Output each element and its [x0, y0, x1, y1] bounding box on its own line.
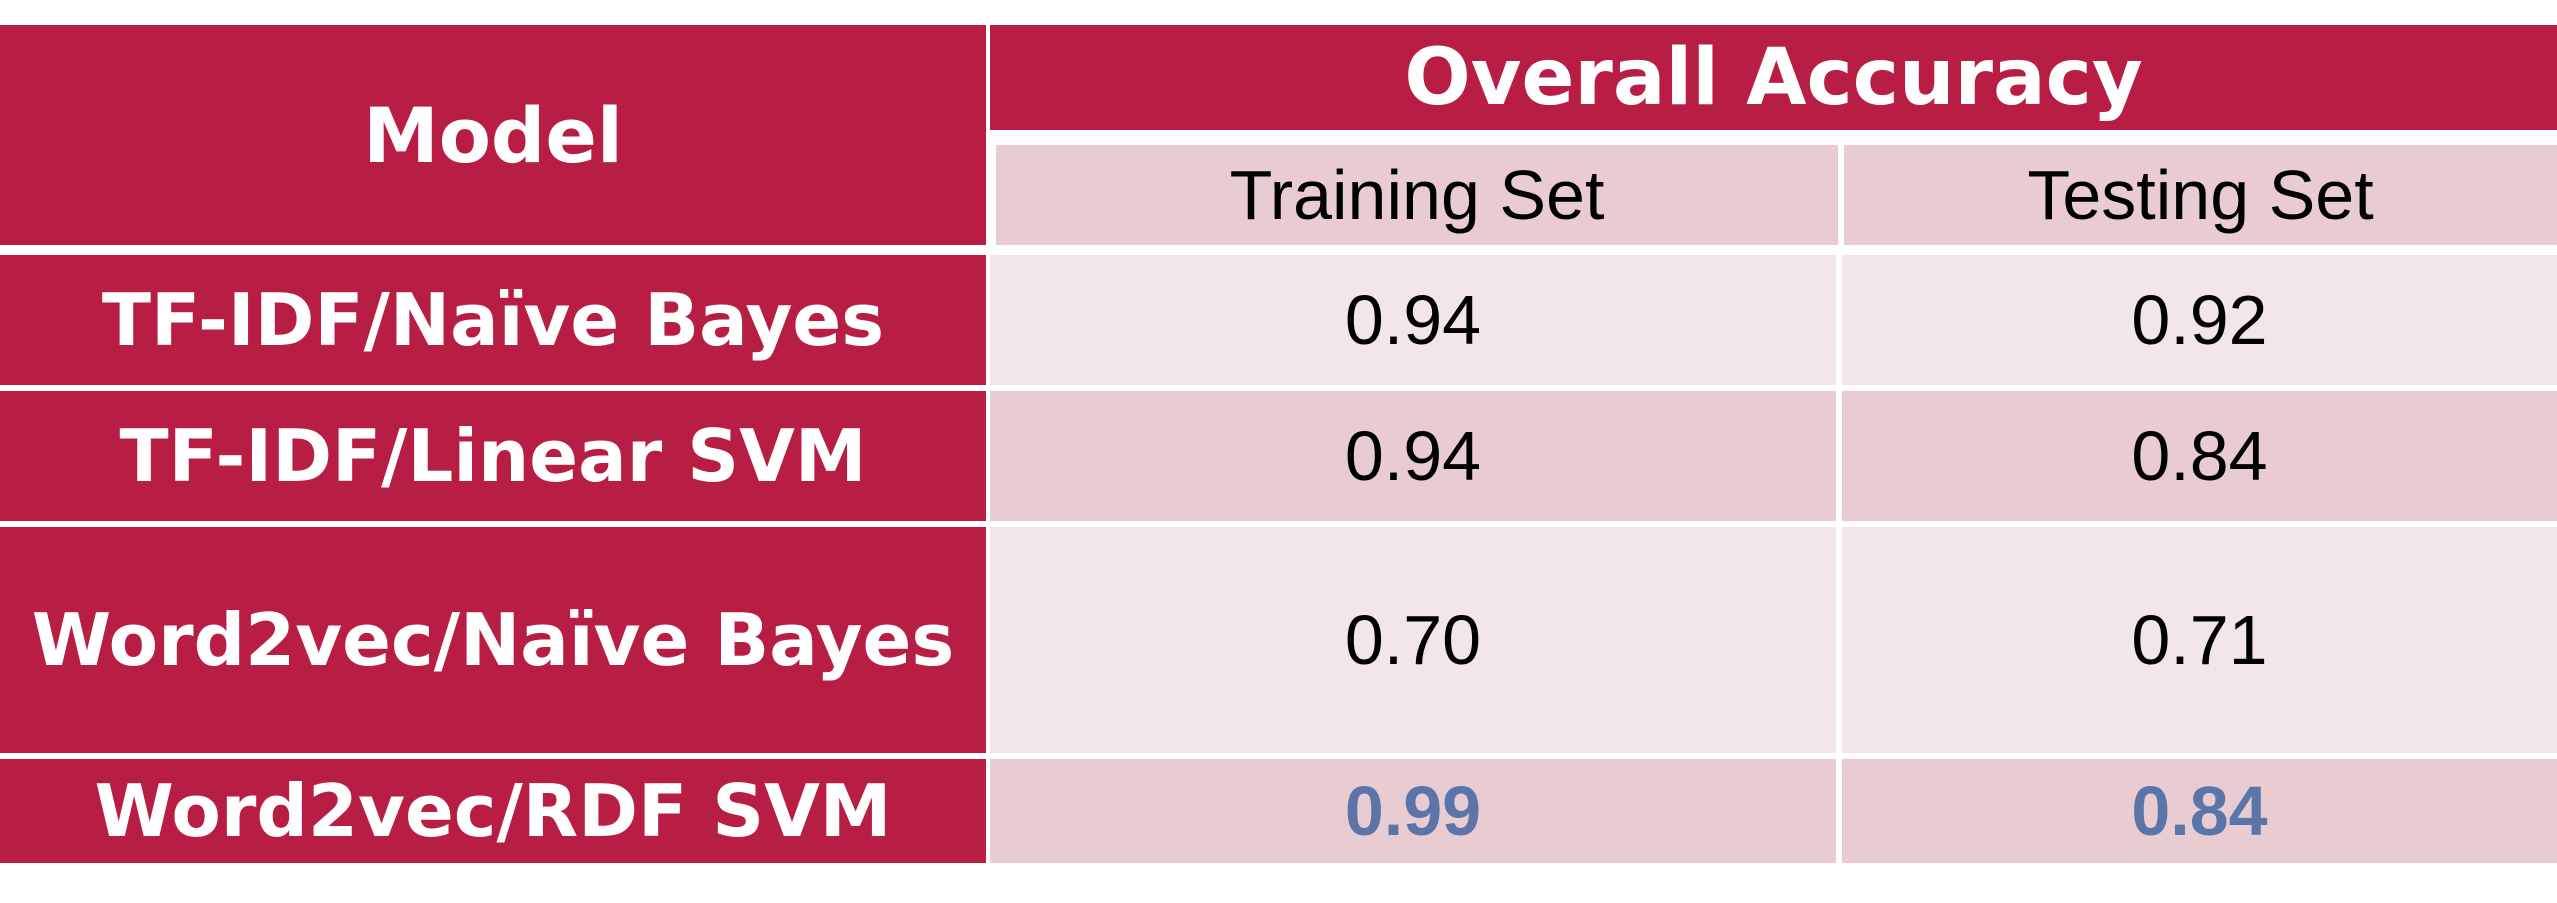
testing-accuracy-cell: 0.92 [1842, 255, 2557, 385]
training-set-header: Training Set [996, 145, 1838, 245]
training-accuracy-cell: 0.70 [990, 527, 1836, 753]
testing-accuracy-cell: 0.84 [1842, 391, 2557, 521]
testing-set-header: Testing Set [1844, 145, 2557, 245]
model-cell: TF-IDF/Linear SVM [0, 391, 986, 521]
training-accuracy-cell: 0.94 [990, 255, 1836, 385]
testing-accuracy-cell: 0.71 [1842, 527, 2557, 753]
training-accuracy-cell: 0.94 [990, 391, 1836, 521]
overall-accuracy-header: Overall Accuracy [990, 25, 2557, 130]
testing-accuracy-cell: 0.84 [1842, 759, 2557, 863]
accuracy-table: Model Overall Accuracy Training Set Test… [0, 25, 2557, 863]
model-cell: Word2vec/Naïve Bayes [0, 527, 986, 753]
training-accuracy-cell: 0.99 [990, 759, 1836, 863]
model-cell: TF-IDF/Naïve Bayes [0, 255, 986, 385]
model-cell: Word2vec/RDF SVM [0, 759, 986, 863]
model-column-header: Model [0, 25, 986, 245]
